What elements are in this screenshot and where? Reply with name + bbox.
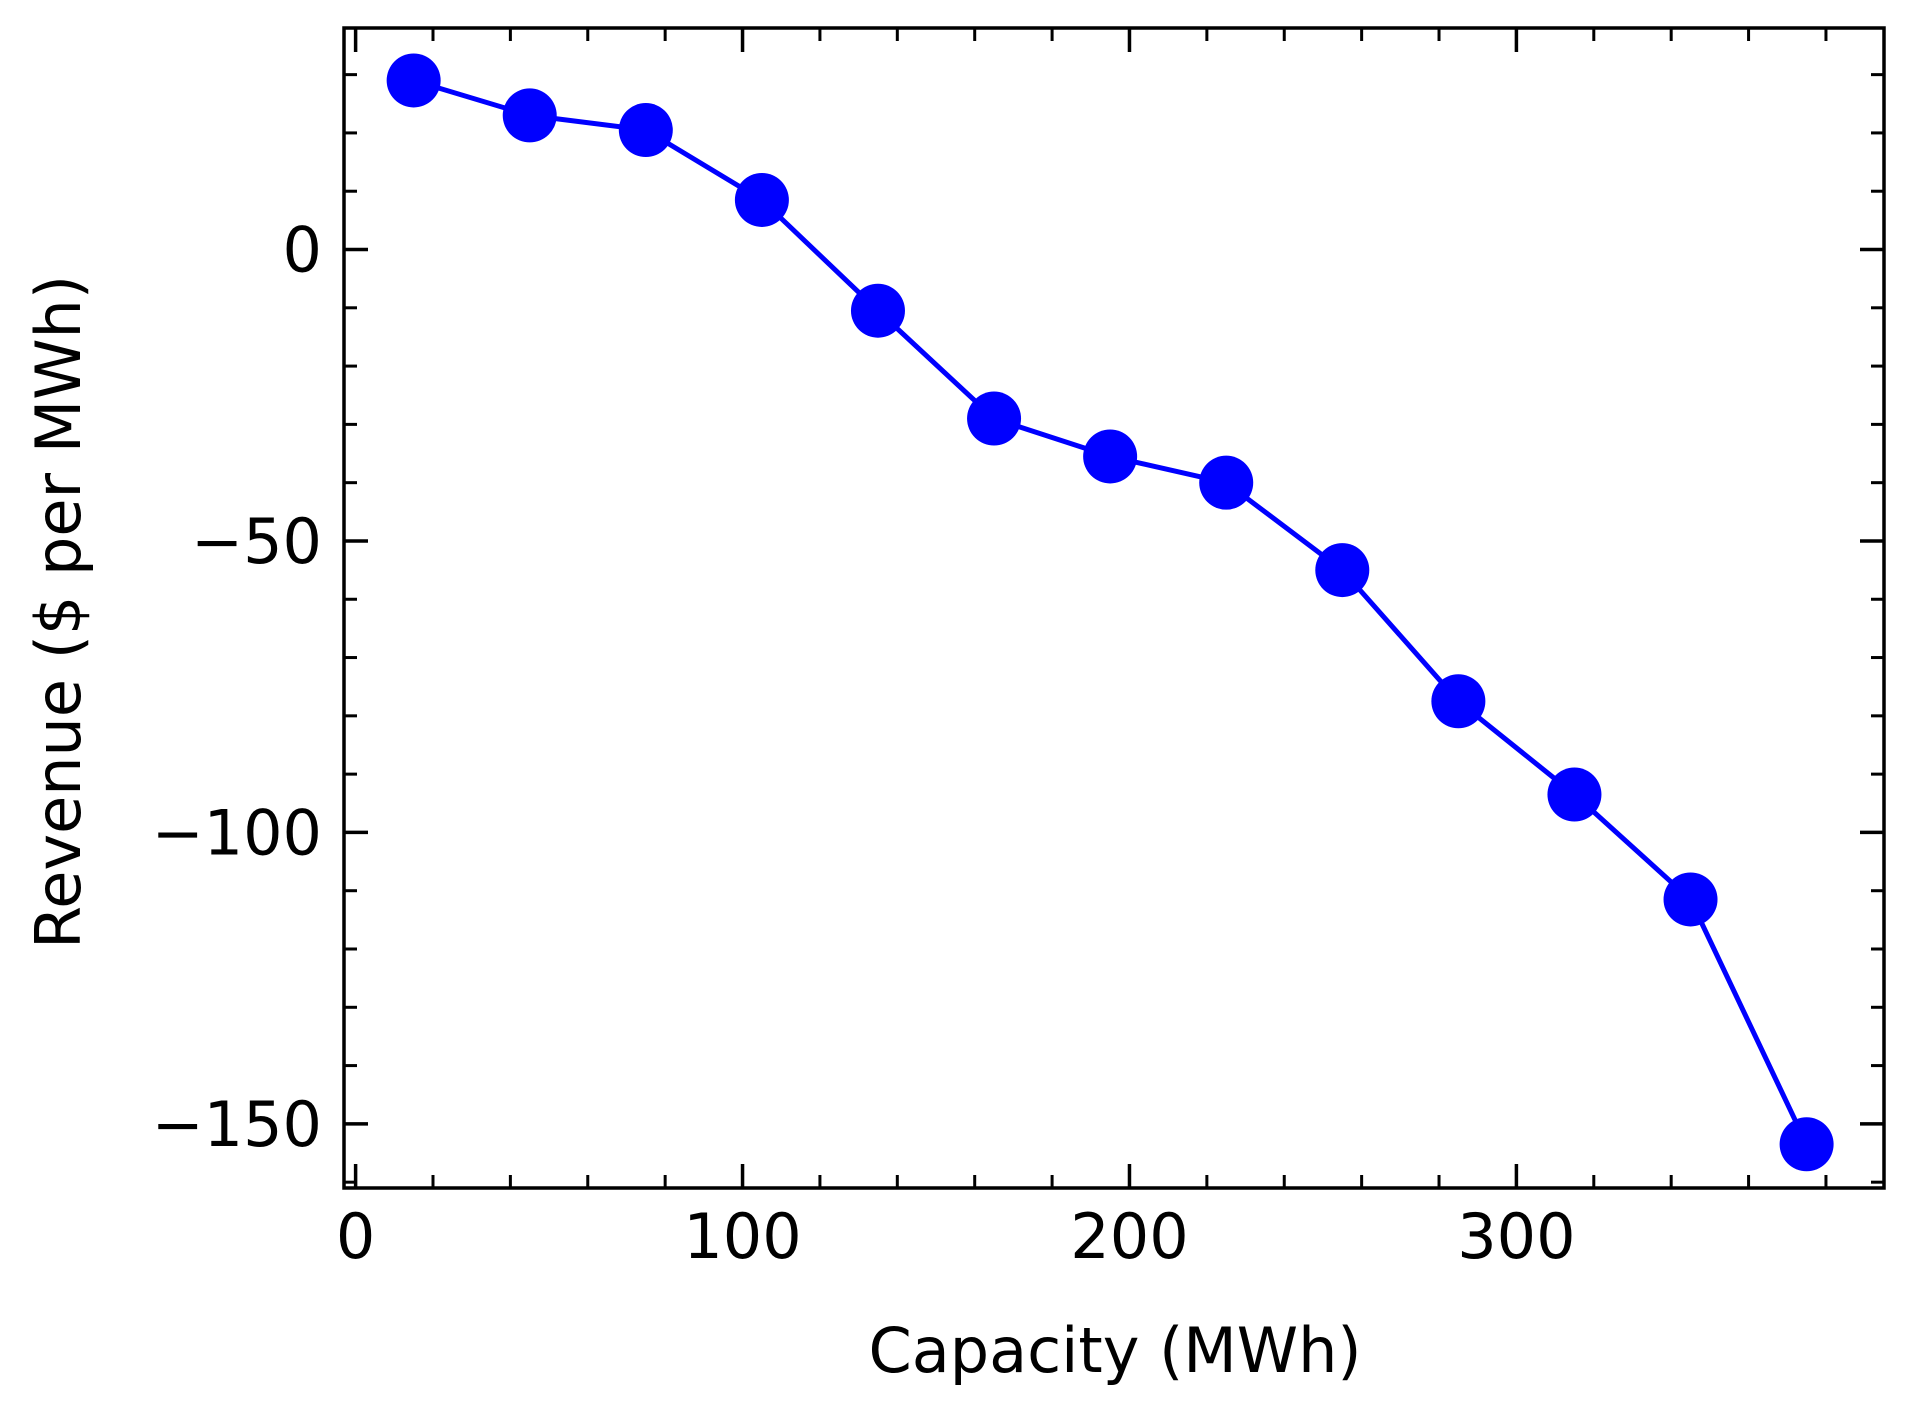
x-tick-label: 200 [1070, 1200, 1188, 1273]
plot-area [342, 26, 1886, 1190]
tick-labels-layer: 0 100 200 300 0 −50 −100 −150 [152, 214, 1576, 1273]
x-axis-label: Capacity (MWh) [868, 1314, 1361, 1387]
y-axis-label: Revenue ($ per MWh) [22, 275, 95, 949]
ticks-layer [344, 28, 1884, 1188]
data-point [1779, 1117, 1834, 1172]
y-tick-label: −150 [152, 1088, 322, 1161]
data-point [1663, 872, 1718, 927]
data-point [1547, 767, 1602, 822]
data-point [1199, 455, 1254, 510]
y-tick-label: 0 [283, 214, 322, 287]
y-tick-label: −100 [152, 796, 322, 869]
x-tick-label: 100 [683, 1200, 801, 1273]
data-point [1083, 429, 1138, 484]
data-point [1431, 674, 1486, 729]
data-point [502, 88, 557, 143]
data-point [967, 391, 1022, 446]
y-tick-label: −50 [191, 505, 322, 578]
data-point [386, 53, 441, 108]
x-tick-label: 0 [336, 1200, 375, 1273]
data-point [618, 103, 673, 158]
data-point [850, 283, 905, 338]
data-point [1315, 543, 1370, 598]
x-tick-label: 300 [1457, 1200, 1575, 1273]
markers-layer [386, 53, 1834, 1172]
data-point [734, 172, 789, 227]
